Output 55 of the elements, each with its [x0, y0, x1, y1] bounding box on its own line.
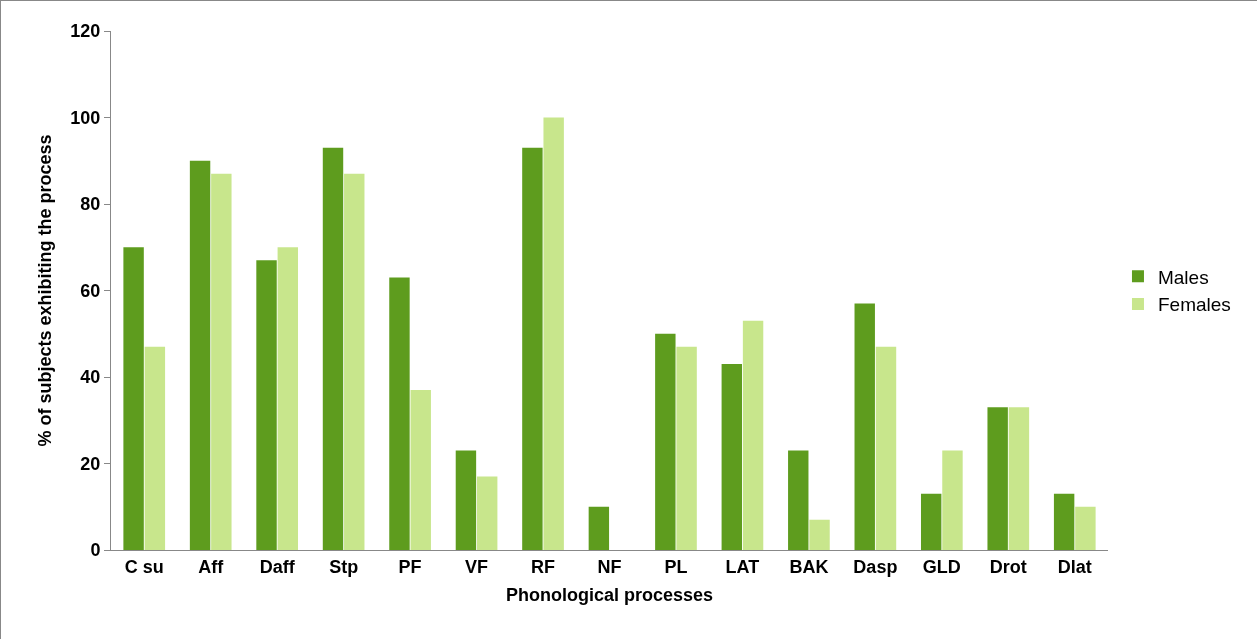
- x-tick-label: BAK: [789, 556, 829, 577]
- bar: [788, 450, 809, 550]
- bar: [588, 506, 610, 550]
- bar: [123, 247, 144, 550]
- bar: [256, 260, 277, 550]
- bar: [344, 173, 365, 550]
- bar: [144, 346, 166, 550]
- bar: [476, 476, 498, 550]
- bar: [742, 320, 764, 550]
- bar: [942, 450, 963, 550]
- bar: [809, 519, 830, 550]
- bar: [322, 147, 344, 550]
- x-tick-label: Aff: [198, 556, 225, 577]
- bar: [189, 160, 211, 550]
- x-tick-label: C su: [124, 556, 164, 577]
- y-tick-label: 20: [80, 453, 101, 474]
- bar: [211, 173, 232, 550]
- y-axis-title: % of subjects exhibiting the process: [34, 134, 55, 447]
- bar: [721, 364, 743, 550]
- x-tick-label: RF: [531, 556, 556, 577]
- x-tick-label: PF: [398, 556, 422, 577]
- bar: [455, 450, 477, 550]
- bar: [1053, 493, 1075, 550]
- bar: [676, 346, 697, 550]
- bar: [1075, 506, 1096, 550]
- legend-label: Males: [1157, 266, 1209, 288]
- y-tick-label: 80: [80, 194, 101, 215]
- bar: [389, 277, 410, 550]
- legend-label: Females: [1157, 294, 1231, 316]
- bar: [1008, 407, 1030, 550]
- x-tick-label: GLD: [922, 556, 961, 577]
- x-tick-label: Drot: [989, 556, 1027, 577]
- bar: [655, 333, 676, 550]
- bar: [522, 147, 543, 550]
- bar: [987, 407, 1008, 550]
- x-tick-label: PL: [664, 556, 688, 577]
- x-tick-label: VF: [465, 556, 489, 577]
- bar: [854, 303, 875, 550]
- x-axis-title: Phonological processes: [505, 584, 714, 605]
- bar: [543, 117, 564, 550]
- x-tick-label: NF: [597, 556, 622, 577]
- x-tick-label: Dlat: [1057, 556, 1092, 577]
- bar: [920, 493, 942, 550]
- x-tick-label: Dasp: [853, 556, 898, 577]
- x-tick-label: Daff: [259, 556, 296, 577]
- bar: [277, 247, 299, 550]
- y-tick-label: 40: [80, 367, 101, 388]
- bar: [410, 389, 431, 550]
- y-tick-label: 60: [80, 280, 101, 301]
- x-tick-label: LAT: [725, 556, 760, 577]
- y-tick-label: 120: [70, 21, 101, 42]
- bar: [875, 346, 897, 550]
- y-tick-label: 0: [90, 540, 101, 561]
- y-tick-label: 100: [70, 107, 101, 128]
- x-tick-label: Stp: [329, 556, 359, 577]
